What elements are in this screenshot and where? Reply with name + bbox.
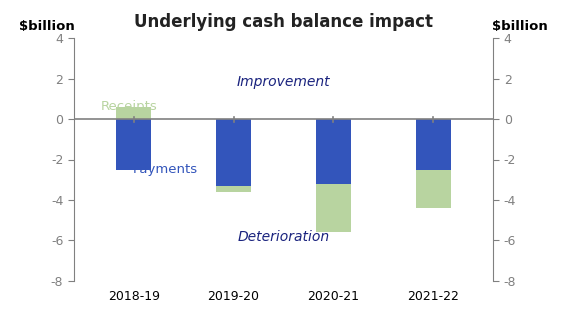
Bar (316, 119, 351, 184)
Bar (216, 119, 251, 186)
Text: $billion: $billion (492, 20, 548, 33)
Text: Payments: Payments (133, 163, 197, 176)
Bar (416, 119, 451, 170)
Text: Receipts: Receipts (101, 100, 158, 113)
Bar (316, 184, 351, 232)
Text: Deterioration: Deterioration (238, 230, 329, 244)
Bar (416, 170, 451, 208)
Text: Improvement: Improvement (236, 75, 331, 89)
Bar (116, 107, 151, 119)
Bar (216, 186, 251, 192)
Title: Underlying cash balance impact: Underlying cash balance impact (134, 13, 433, 31)
Text: $billion: $billion (19, 20, 75, 33)
Bar (116, 119, 151, 170)
